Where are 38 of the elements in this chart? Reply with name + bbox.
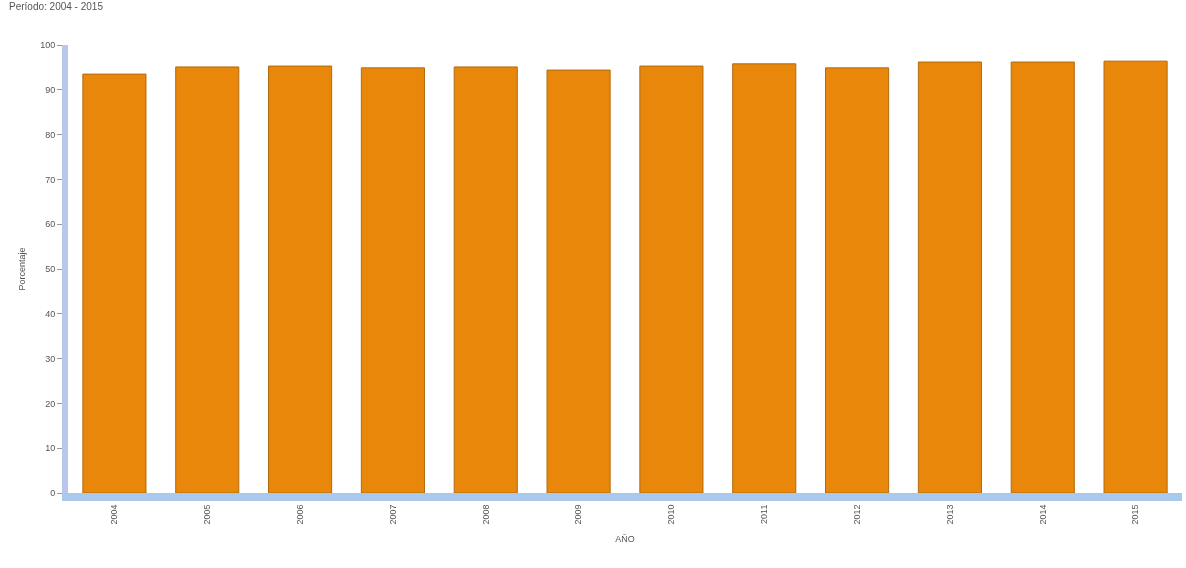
x-tick-label: 2012 <box>852 504 863 525</box>
y-axis-title: Porcentaje <box>17 247 28 291</box>
x-tick-label: 2006 <box>295 504 305 525</box>
x-tick-label: 2013 <box>944 504 955 525</box>
x-tick-label: 2008 <box>480 504 491 525</box>
x-tick-label: 2015 <box>1130 504 1141 525</box>
bar <box>917 61 982 493</box>
bar <box>82 73 147 493</box>
x-tick-label: 2004 <box>109 504 120 525</box>
y-tick-label: 60 <box>45 219 56 230</box>
bar <box>546 69 611 493</box>
y-tick-label: 90 <box>45 84 56 95</box>
chart-subtitle: Período: 2004 - 2015 <box>9 1 104 12</box>
bar <box>1103 60 1168 493</box>
y-tick-label: 70 <box>45 174 56 185</box>
bar <box>453 66 518 493</box>
x-tick-label: 2005 <box>202 504 213 525</box>
bar <box>825 67 890 493</box>
y-tick-label: 0 <box>50 488 56 499</box>
y-tick-label: 80 <box>45 129 56 140</box>
bar <box>1010 61 1075 493</box>
x-tick-label: 2009 <box>573 504 584 525</box>
bar <box>639 65 704 493</box>
y-tick-label: 20 <box>45 398 56 409</box>
x-tick-label: 2014 <box>1037 504 1048 525</box>
bar <box>732 63 797 493</box>
bar <box>268 65 333 493</box>
y-tick-label: 10 <box>45 443 56 454</box>
x-axis-title: AÑO <box>615 533 635 544</box>
y-tick-label: 40 <box>45 308 56 319</box>
x-tick-label: 2010 <box>666 504 677 525</box>
bar <box>360 67 425 493</box>
x-tick-label: 2007 <box>387 504 398 525</box>
y-tick-label: 50 <box>45 264 56 275</box>
y-tick-label: 30 <box>45 353 56 364</box>
y-tick-label: 100 <box>40 40 56 51</box>
x-tick-label: 2011 <box>759 504 770 524</box>
bar <box>175 66 240 493</box>
